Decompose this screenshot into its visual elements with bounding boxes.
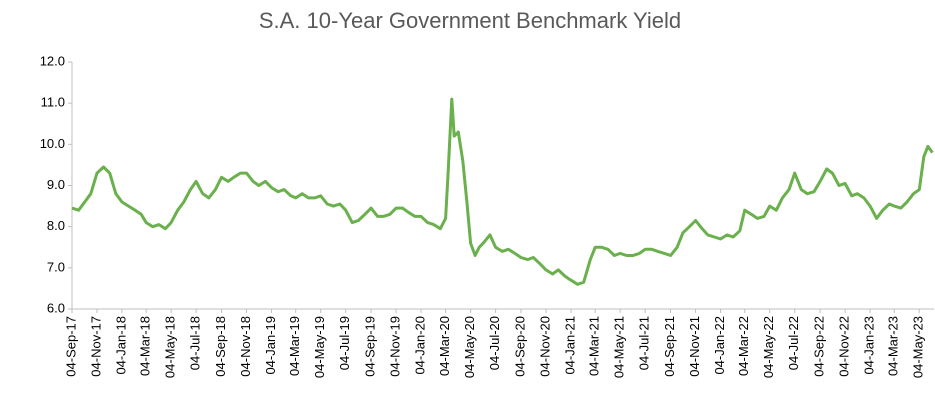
yield-line (71, 97, 934, 286)
x-tick-label: 04-Jan-19 (263, 316, 278, 375)
x-tick-label: 04-Jan-22 (712, 316, 727, 375)
x-tick-label: 04-May-22 (761, 316, 776, 378)
x-tick-label: 04-Jan-23 (862, 316, 877, 375)
x-tick-label: 04-Mar-21 (587, 316, 602, 376)
y-tick-label: 7.0 (47, 259, 65, 274)
x-tick-label: 04-Mar-23 (886, 316, 901, 376)
x-tick-label: 04-Jul-22 (786, 316, 801, 370)
x-tick-label: 04-Jul-19 (337, 316, 352, 370)
x-tick-label: 04-Mar-19 (287, 316, 302, 376)
x-tick-label: 04-Sep-20 (512, 316, 527, 377)
y-tick-label: 6.0 (47, 300, 65, 315)
x-tick-label: 04-Sep-17 (63, 316, 78, 377)
x-tick-label: 04-Mar-18 (138, 316, 153, 376)
x-tick-label: 04-May-18 (163, 316, 178, 378)
x-tick-label: 04-Nov-19 (388, 316, 403, 377)
y-tick-label: 10.0 (40, 136, 65, 151)
x-tick-label: 04-Jan-21 (562, 316, 577, 375)
x-tick-label: 04-Jan-18 (113, 316, 128, 375)
x-tick-label: 04-Nov-20 (537, 316, 552, 377)
x-tick-label: 04-Nov-22 (837, 316, 852, 377)
x-tick-label: 04-May-21 (612, 316, 627, 378)
x-tick-label: 04-Mar-22 (736, 316, 751, 376)
x-tick-label: 04-Sep-18 (213, 316, 228, 377)
y-tick-label: 12.0 (40, 53, 65, 68)
x-tick-label: 04-Jan-20 (412, 316, 427, 375)
x-tick-label: 04-Sep-22 (812, 316, 827, 377)
x-tick-label: 04-Sep-21 (662, 316, 677, 377)
x-tick-label: 04-Jul-18 (188, 316, 203, 370)
x-tick-label: 04-Nov-18 (238, 316, 253, 377)
y-tick-label: 11.0 (41, 95, 65, 110)
x-tick-label: 04-Nov-21 (687, 316, 702, 377)
y-tick-label: 8.0 (47, 218, 65, 233)
chart-title: S.A. 10-Year Government Benchmark Yield (259, 8, 681, 33)
x-tick-label: 04-Nov-17 (88, 316, 103, 377)
x-tick-label: 04-Jul-20 (487, 316, 502, 370)
x-tick-label: 04-May-19 (312, 316, 327, 378)
x-tick-label: 04-Sep-19 (363, 316, 378, 377)
x-tick-label: 04-Jul-21 (637, 316, 652, 370)
x-tick-label: 04-May-20 (462, 316, 477, 378)
y-tick-label: 9.0 (47, 177, 65, 192)
x-tick-label: 04-Mar-20 (437, 316, 452, 376)
x-tick-label: 04-May-23 (911, 316, 926, 378)
